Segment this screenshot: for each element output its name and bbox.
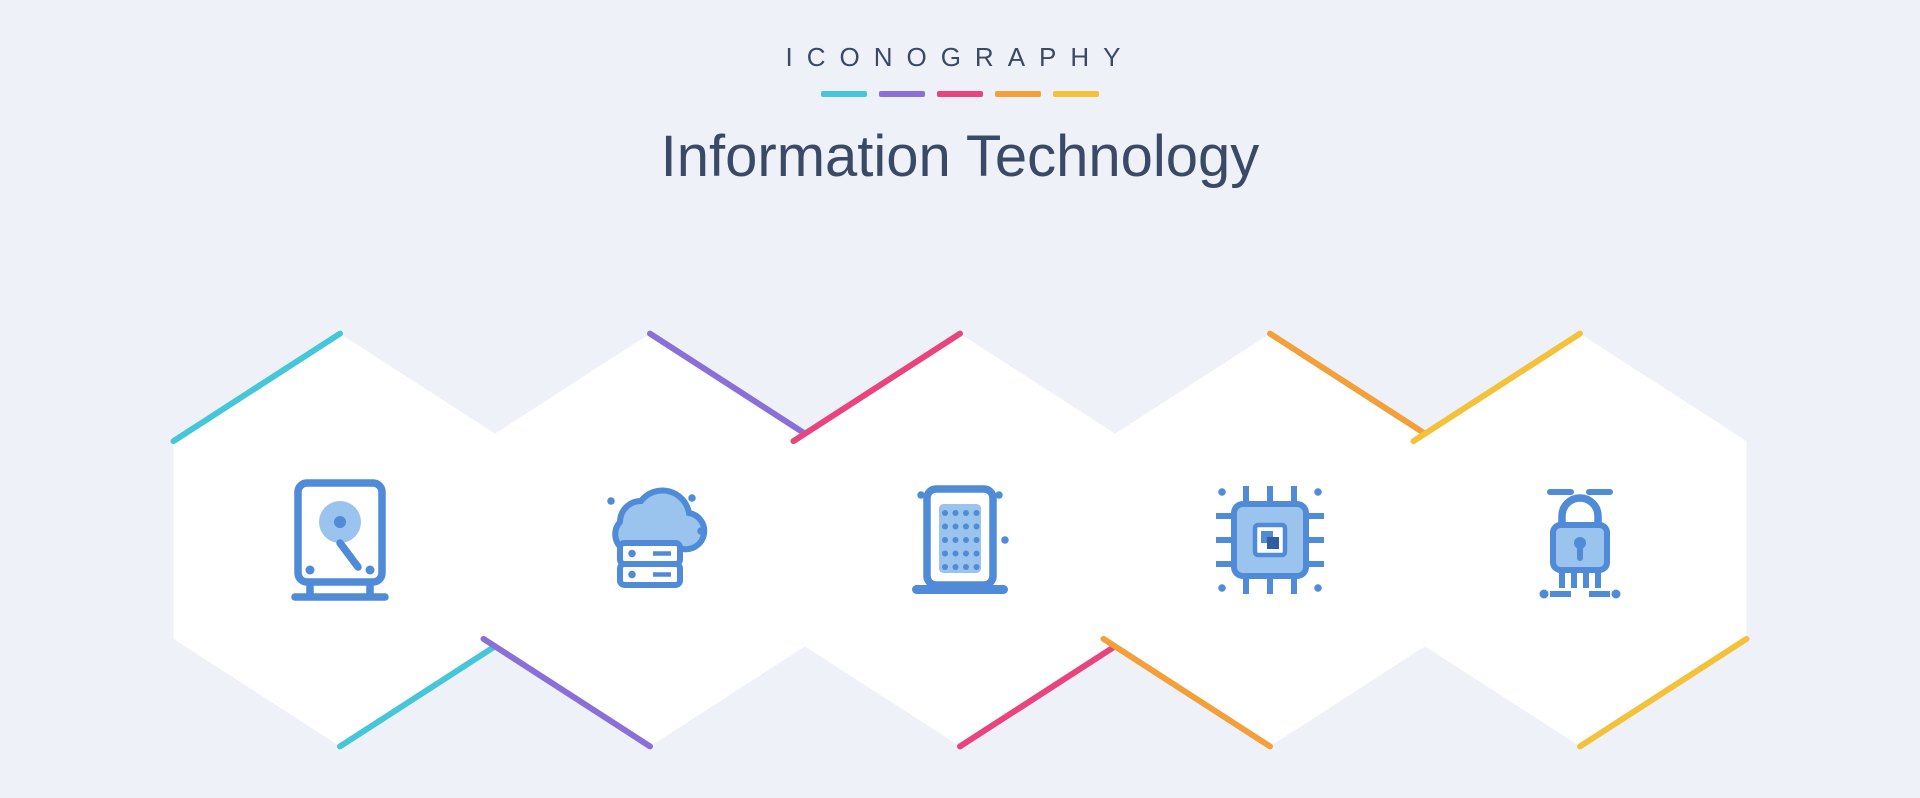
page-title: Information Technology [0,123,1920,190]
cloud-server-icon [575,465,725,615]
header-block: ICONOGRAPHY Information Technology [0,42,1920,190]
hex-tile [1395,325,1765,755]
secure-lock-icon [1505,465,1655,615]
accent-bar [937,91,983,97]
accent-bar [1053,91,1099,97]
hard-drive-icon [265,465,415,615]
hexagon-row [0,300,1920,780]
accent-bars [0,91,1920,97]
processor-chip-icon [1195,465,1345,615]
kicker-text: ICONOGRAPHY [0,42,1920,73]
accent-bar [879,91,925,97]
accent-bar [821,91,867,97]
accent-bar [995,91,1041,97]
security-gate-icon [885,465,1035,615]
infographic-stage: { "header": { "kicker": "ICONOGRAPHY", "… [0,0,1920,798]
